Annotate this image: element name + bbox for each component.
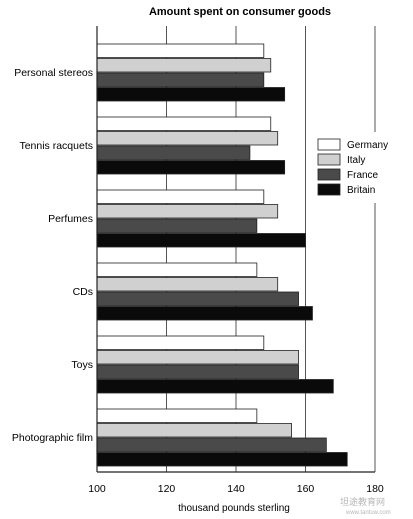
bar bbox=[96, 306, 313, 321]
bar bbox=[96, 218, 258, 233]
watermark-url: www.tantuw.com bbox=[345, 510, 391, 516]
category-labels: Personal stereos Tennis racquets Perfumes C… bbox=[12, 67, 93, 444]
x-tick-label: 180 bbox=[366, 483, 384, 495]
x-tick-label: 100 bbox=[88, 483, 106, 495]
bar bbox=[96, 350, 299, 365]
bar bbox=[96, 364, 299, 379]
legend: Germany Italy France Britain bbox=[312, 132, 400, 203]
bar bbox=[96, 277, 279, 292]
category-label: Perfumes bbox=[48, 213, 93, 225]
bar bbox=[96, 262, 258, 277]
axes bbox=[96, 26, 375, 473]
legend-swatch bbox=[317, 138, 341, 151]
legend-swatch bbox=[317, 183, 341, 196]
bars bbox=[96, 43, 348, 467]
bar bbox=[96, 160, 286, 175]
bar bbox=[96, 423, 293, 438]
legend-label: Britain bbox=[347, 185, 375, 196]
bar bbox=[96, 131, 279, 146]
x-axis-label: thousand pounds sterling bbox=[178, 503, 290, 514]
legend-label: France bbox=[347, 170, 379, 181]
x-tick-labels: 100 120 140 160 180 bbox=[88, 483, 384, 495]
bar bbox=[96, 204, 279, 219]
bar bbox=[96, 116, 272, 131]
bar bbox=[96, 189, 265, 204]
bar bbox=[96, 437, 327, 452]
x-tick-label: 160 bbox=[297, 483, 315, 495]
category-label: Personal stereos bbox=[14, 67, 93, 79]
x-tick-label: 140 bbox=[227, 483, 245, 495]
category-label: Tennis racquets bbox=[19, 140, 93, 152]
x-tick-label: 120 bbox=[158, 483, 176, 495]
legend-label: Germany bbox=[347, 140, 388, 151]
bar bbox=[96, 408, 258, 423]
bar bbox=[96, 335, 265, 350]
category-label: Toys bbox=[71, 359, 93, 371]
watermark-text: 坦途教育网 bbox=[340, 496, 385, 507]
bar bbox=[96, 145, 251, 160]
legend-swatch bbox=[317, 153, 341, 166]
category-label: CDs bbox=[73, 286, 93, 298]
bar bbox=[96, 58, 272, 73]
chart-title: Amount spent on consumer goods bbox=[149, 6, 331, 18]
bar bbox=[96, 233, 306, 248]
bar bbox=[96, 87, 286, 102]
bar bbox=[96, 72, 265, 87]
bar bbox=[96, 43, 265, 58]
bar bbox=[96, 291, 299, 306]
bar bbox=[96, 452, 348, 467]
legend-swatch bbox=[317, 168, 341, 181]
category-label: Photographic film bbox=[12, 432, 93, 444]
legend-label: Italy bbox=[347, 155, 365, 166]
bar bbox=[96, 379, 334, 394]
